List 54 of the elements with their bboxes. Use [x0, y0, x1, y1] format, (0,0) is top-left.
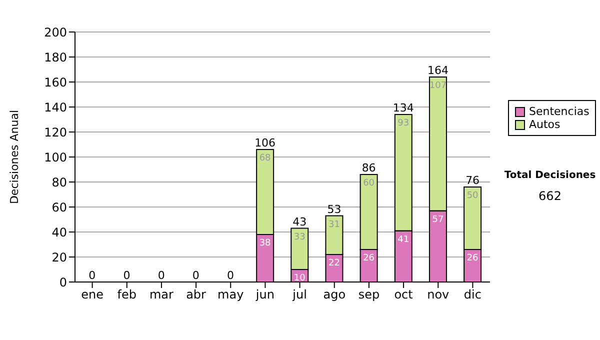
text: 662: [538, 189, 562, 203]
x-tick-label: ene: [81, 288, 104, 302]
data-label: 10: [294, 274, 306, 284]
legend-label: Autos: [529, 118, 560, 131]
total-label: 53: [327, 202, 342, 216]
y-tick-label: 60: [52, 200, 67, 214]
x-tick-label: mar: [149, 288, 174, 302]
total-label: 43: [292, 215, 307, 228]
total-label: 0: [158, 269, 165, 282]
x-tick-label: feb: [117, 288, 136, 302]
data-label: 57: [432, 214, 444, 225]
total-label: 76: [466, 174, 480, 187]
data-label: 41: [398, 234, 410, 245]
y-axis-title: Decisiones Anual: [8, 110, 21, 204]
x-tick-label: sep: [358, 288, 380, 302]
data-label: 26: [363, 254, 375, 264]
x-tick-label: dic: [464, 288, 482, 302]
data-label: 68: [259, 154, 272, 164]
data-label: 31: [328, 220, 340, 230]
total-label: 0: [123, 269, 130, 282]
y-tick-label: 160: [44, 75, 67, 90]
data-label: 33: [294, 232, 306, 242]
total-label: 106: [254, 136, 276, 150]
y-tick-label: 80: [52, 175, 67, 190]
y-tick-label: 40: [52, 225, 67, 240]
x-tick-label: jul: [292, 288, 307, 302]
total-label: 86: [362, 162, 376, 174]
y-tick-label: 140: [44, 100, 67, 114]
total-label: 164: [427, 64, 448, 77]
total-label: 134: [392, 102, 414, 114]
y-tick-label: 180: [44, 50, 67, 64]
y-tick-label: 120: [44, 125, 67, 140]
x-tick-label: abr: [186, 288, 206, 302]
data-label: 38: [259, 238, 272, 248]
text: Total Decisiones: [503, 170, 597, 181]
data-label: 60: [363, 178, 375, 188]
total-label: 0: [88, 269, 96, 282]
total-label: 0: [192, 269, 200, 282]
x-tick-label: nov: [427, 288, 450, 302]
data-label: 50: [466, 191, 479, 201]
y-tick-label: 20: [52, 250, 67, 264]
total-label: 0: [226, 269, 234, 282]
x-tick-label: may: [218, 288, 244, 302]
y-tick-label: 200: [44, 25, 67, 40]
data-label: 22: [328, 258, 340, 268]
x-tick-label: oct: [394, 288, 414, 302]
data-label: 107: [429, 81, 447, 91]
data-label: 93: [398, 118, 410, 128]
y-tick-label: 100: [44, 150, 67, 164]
data-label: 26: [466, 254, 479, 264]
x-tick-label: ago: [323, 288, 346, 302]
x-tick-label: jun: [254, 288, 274, 302]
legend-label: Sentencias: [529, 105, 590, 118]
y-tick-label: 0: [59, 275, 67, 290]
